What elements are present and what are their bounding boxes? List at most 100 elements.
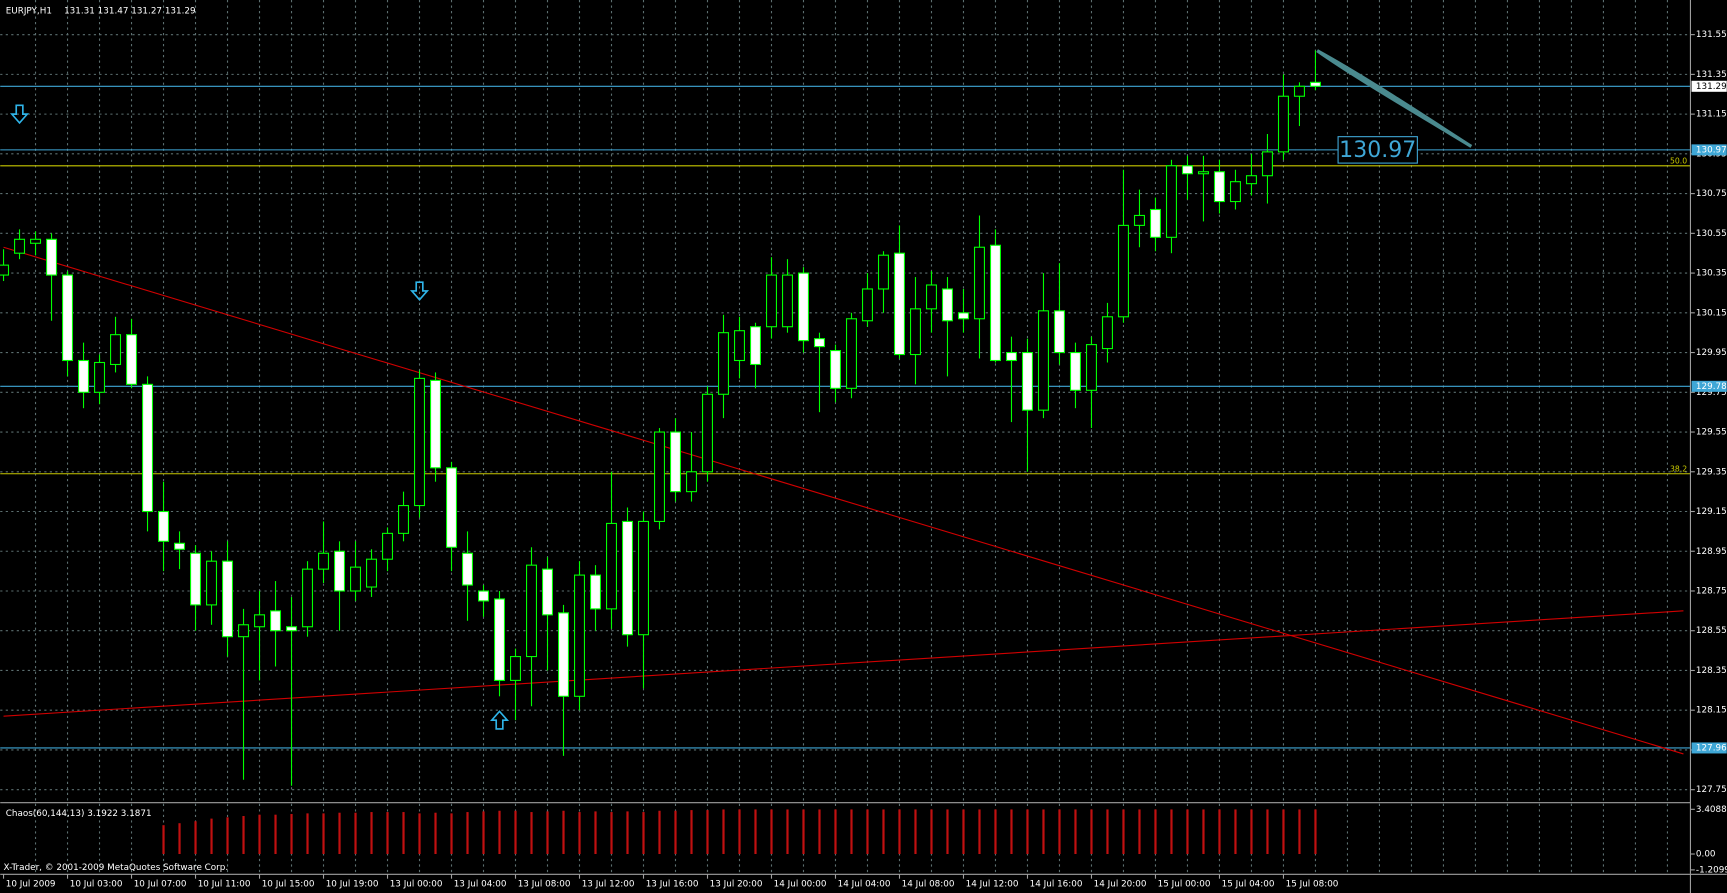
y-tick-label: 129.95 [1696, 348, 1727, 358]
x-tick-label: 10 Jul 15:00 [262, 880, 315, 890]
candle-body [14, 238, 26, 254]
candle-body [30, 238, 42, 244]
y-tick-label: 131.35 [1696, 70, 1727, 80]
candle-body [1021, 352, 1033, 411]
candle-body [733, 330, 745, 362]
candle-body [1005, 352, 1017, 362]
chart-title: EURJPY,H1 [6, 7, 52, 17]
price-axis-label: 130.97 [1696, 145, 1727, 155]
candle-body [765, 274, 777, 328]
candle-body [1197, 171, 1209, 175]
x-tick-label: 10 Jul 2009 [6, 880, 56, 890]
candle-body [158, 510, 170, 542]
candle-body [1229, 181, 1241, 203]
candle-body [909, 308, 921, 356]
x-tick-label: 14 Jul 08:00 [902, 880, 955, 890]
x-tick-label: 10 Jul 11:00 [198, 880, 251, 890]
candle-body [430, 379, 442, 469]
candle-body [366, 558, 378, 588]
candle-body [190, 552, 202, 606]
candle-body [509, 656, 522, 681]
candle-body [781, 274, 793, 328]
candle-body [861, 288, 873, 322]
candle-body [494, 598, 506, 681]
y-tick-label: 128.15 [1696, 706, 1727, 716]
price-box-label: 130.97 [1339, 138, 1416, 163]
candle-body [0, 264, 10, 276]
y-tick-label: 131.55 [1696, 30, 1727, 40]
candle-body [701, 393, 714, 473]
candle-body [717, 332, 729, 395]
candle-body [669, 431, 682, 493]
candle-body [1293, 85, 1305, 97]
x-tick-label: 14 Jul 16:00 [1030, 880, 1083, 890]
x-tick-label: 13 Jul 08:00 [518, 880, 571, 890]
x-tick-label: 15 Jul 08:00 [1286, 880, 1339, 890]
price-label-box [1691, 380, 1727, 392]
candle-body [1117, 224, 1129, 318]
candle-body [589, 574, 602, 610]
candle-body [637, 520, 650, 636]
y-tick-label: 129.15 [1696, 507, 1727, 517]
candle-body [957, 312, 969, 320]
x-tick-label: 10 Jul 19:00 [326, 880, 379, 890]
candle-body [1037, 310, 1049, 411]
x-tick-label: 14 Jul 20:00 [1094, 880, 1147, 890]
indicator-y-tick-label: 0.00 [1696, 850, 1716, 860]
candle-body [1261, 151, 1273, 177]
candle-body [797, 272, 809, 342]
candle-body [254, 614, 266, 628]
candle-body [1277, 95, 1289, 153]
x-tick-label: 13 Jul 16:00 [646, 880, 699, 890]
candle-body [270, 610, 282, 632]
candle-body [62, 274, 74, 362]
candle-body [941, 288, 953, 322]
candle-body [142, 383, 154, 513]
candle-body [1085, 344, 1097, 391]
candle-body [1309, 81, 1321, 87]
x-tick-label: 10 Jul 07:00 [134, 880, 187, 890]
candle-body [685, 471, 698, 493]
x-tick-label: 13 Jul 20:00 [710, 880, 763, 890]
candle-body [286, 626, 298, 632]
candle-body [446, 467, 458, 548]
x-tick-label: 13 Jul 12:00 [582, 880, 635, 890]
candle-body [78, 359, 90, 393]
x-tick-label: 14 Jul 00:00 [774, 880, 827, 890]
indicator-y-tick-label: -1.2099 [1696, 865, 1727, 875]
drawing-object [1316, 49, 1473, 148]
candle-body [525, 564, 538, 658]
price-axis-label: 127.96 [1696, 743, 1727, 753]
y-tick-label: 129.35 [1696, 467, 1727, 477]
y-tick-label: 130.35 [1696, 269, 1727, 279]
candle-body [382, 532, 394, 560]
y-tick-label: 128.95 [1696, 547, 1727, 557]
y-tick-label: 129.55 [1696, 428, 1727, 438]
candle-body [174, 542, 186, 550]
candle-body [813, 338, 825, 348]
y-tick-label: 128.75 [1696, 586, 1727, 596]
candle-body [94, 361, 106, 393]
candle-body [1053, 310, 1065, 354]
signal-arrow [10, 104, 30, 125]
y-tick-label: 130.15 [1696, 308, 1727, 318]
footer: X-Trader, © 2001-2009 MetaQuotes Softwar… [4, 863, 229, 873]
candle-body [749, 326, 761, 366]
candle-body [1245, 175, 1257, 185]
price-label-box [1691, 742, 1727, 754]
candle-body [893, 252, 905, 356]
candle-body [414, 377, 426, 507]
candle-body [334, 550, 346, 592]
candle-body [318, 552, 330, 570]
candle-body [110, 334, 122, 366]
y-tick-label: 128.55 [1696, 626, 1727, 636]
candle-body [573, 574, 586, 697]
indicator-label: Chaos(60,144,13) 3.1922 3.1871 [6, 809, 152, 819]
candle-body [462, 552, 474, 586]
candle-body [989, 244, 1001, 362]
fibo-label: 50.0 [1670, 156, 1687, 165]
price-axis-label: 129.78 [1696, 382, 1727, 392]
candle-body [302, 568, 314, 628]
signal-arrow [489, 710, 510, 730]
